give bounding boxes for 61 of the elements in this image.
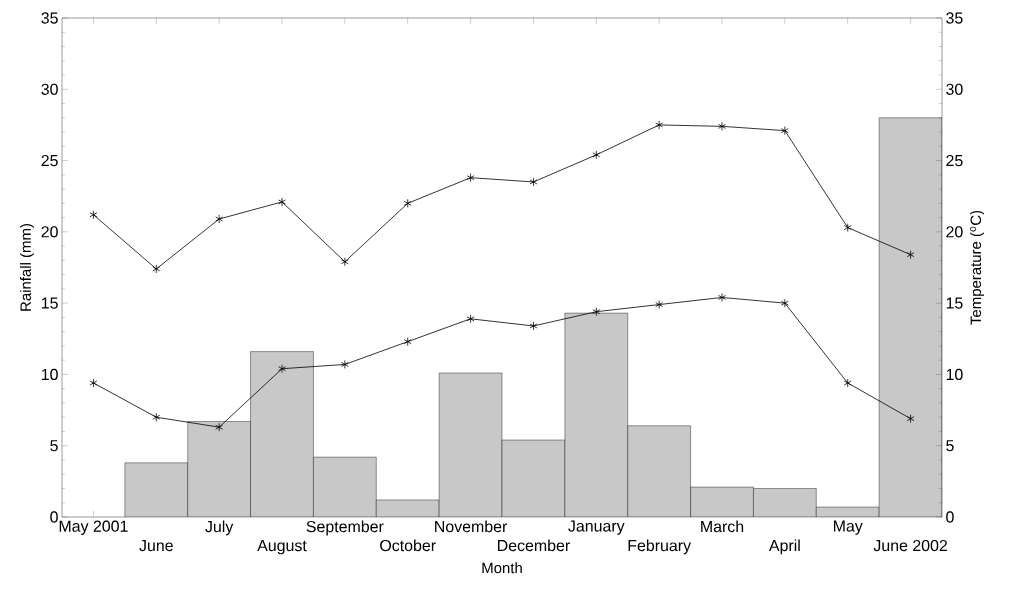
x-tick-label: May bbox=[833, 520, 863, 535]
y-tick-label: 25 bbox=[41, 154, 58, 167]
point bbox=[340, 360, 349, 369]
point bbox=[152, 264, 161, 274]
point bbox=[466, 314, 475, 324]
point bbox=[718, 121, 726, 131]
point bbox=[655, 120, 664, 130]
y2-tick-label: 15 bbox=[946, 297, 963, 309]
point bbox=[89, 210, 98, 220]
point bbox=[215, 422, 224, 432]
y-tick-label: 5 bbox=[50, 440, 58, 452]
point bbox=[592, 150, 601, 160]
y2-tick-label: 30 bbox=[946, 83, 963, 95]
x-tick-label: June 2002 bbox=[873, 539, 947, 552]
y-tick-label: 30 bbox=[41, 83, 58, 95]
y-axis-title: Rainfall (mm) bbox=[19, 224, 34, 311]
y2-tick-label: 25 bbox=[946, 154, 963, 167]
x-tick-label: October bbox=[380, 539, 436, 552]
x-tick-label: November bbox=[435, 520, 508, 533]
y2-tick-label: 5 bbox=[946, 440, 954, 452]
point bbox=[529, 321, 538, 331]
y2-tick-label: 0 bbox=[946, 511, 954, 523]
point bbox=[781, 298, 789, 308]
x-tick-label: August bbox=[257, 540, 307, 555]
y-tick-label: 20 bbox=[41, 226, 58, 238]
point bbox=[89, 378, 98, 388]
point bbox=[529, 177, 538, 187]
point bbox=[278, 197, 286, 207]
x-tick-label: February bbox=[628, 539, 691, 555]
point bbox=[215, 214, 224, 224]
y2-axis-title: Temperature ($^{o}$C) bbox=[970, 210, 985, 325]
y-tick-label: 0 bbox=[50, 511, 58, 523]
y-tick-label: 10 bbox=[41, 368, 58, 381]
y2-tick-label: 35 bbox=[946, 12, 963, 24]
point bbox=[340, 257, 349, 267]
point bbox=[592, 307, 601, 317]
point bbox=[152, 412, 161, 422]
point bbox=[718, 293, 726, 302]
x-tick-label: July bbox=[205, 520, 234, 536]
point bbox=[781, 126, 789, 136]
point bbox=[843, 378, 852, 388]
point bbox=[843, 223, 852, 232]
x-tick-label: May 2001 bbox=[59, 520, 128, 535]
point bbox=[655, 300, 664, 309]
point bbox=[906, 414, 915, 424]
x-tick-label: June bbox=[139, 540, 173, 552]
y2-tick-label: 10 bbox=[946, 368, 963, 381]
x-tick-label: December bbox=[497, 539, 570, 552]
point bbox=[403, 337, 412, 347]
y-tick-label: 35 bbox=[41, 12, 58, 24]
x-tick-label: September bbox=[306, 520, 384, 536]
y2-tick-label: 20 bbox=[946, 226, 963, 238]
point bbox=[466, 173, 475, 183]
point bbox=[278, 364, 286, 374]
point bbox=[403, 198, 412, 208]
x-tick-label: March bbox=[701, 520, 744, 533]
x-tick-label: April bbox=[768, 539, 800, 555]
y-tick-label: 15 bbox=[41, 297, 58, 309]
point bbox=[906, 250, 915, 260]
x-tick-label: January bbox=[568, 520, 625, 535]
x-axis-title: Month bbox=[482, 562, 522, 574]
